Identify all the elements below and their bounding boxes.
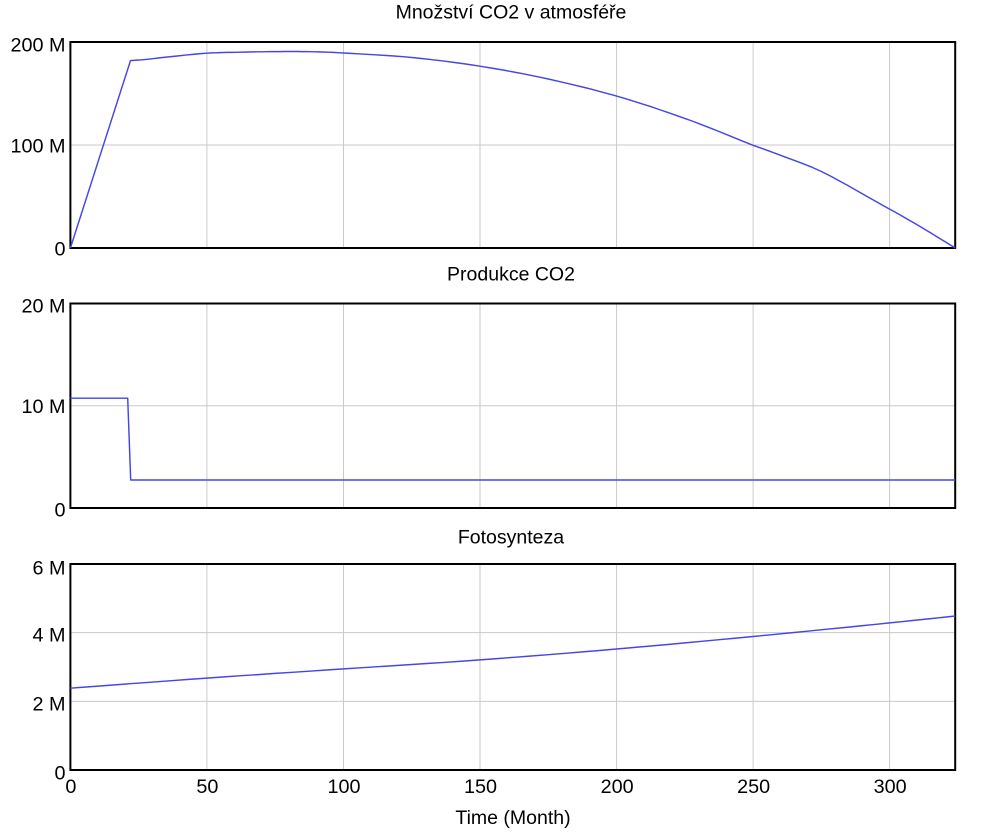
- svg-text:100 M: 100 M: [11, 136, 66, 158]
- svg-text:200 M: 200 M: [11, 34, 66, 56]
- svg-text:0: 0: [54, 499, 65, 521]
- svg-text:Množství CO2 v atmosféře: Množství CO2 v atmosféře: [396, 2, 627, 24]
- svg-text:6 M: 6 M: [33, 557, 66, 579]
- svg-text:200: 200: [601, 776, 634, 798]
- svg-text:300: 300: [874, 776, 907, 798]
- svg-text:Time (Month): Time (Month): [455, 807, 570, 829]
- svg-text:50: 50: [196, 776, 218, 798]
- svg-text:100: 100: [327, 776, 360, 798]
- svg-text:0: 0: [65, 776, 76, 798]
- svg-text:2 M: 2 M: [33, 694, 66, 716]
- svg-text:0: 0: [54, 762, 65, 784]
- svg-text:10 M: 10 M: [22, 396, 66, 418]
- svg-text:Fotosynteza: Fotosynteza: [458, 527, 564, 549]
- svg-text:20 M: 20 M: [22, 295, 66, 317]
- svg-text:0: 0: [54, 239, 65, 261]
- svg-text:250: 250: [737, 776, 770, 798]
- svg-text:Produkce CO2: Produkce CO2: [447, 264, 575, 286]
- svg-text:150: 150: [464, 776, 497, 798]
- svg-text:4 M: 4 M: [33, 625, 66, 647]
